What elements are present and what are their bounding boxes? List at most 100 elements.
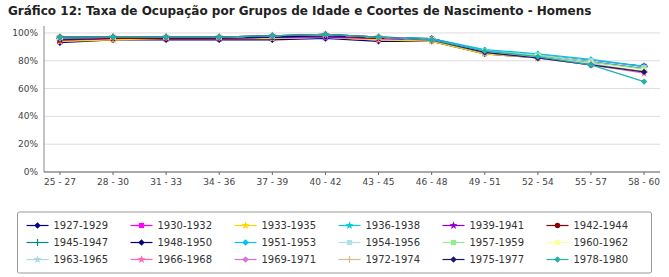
point [163,34,169,40]
legend-item: 1951-1953 [235,237,317,248]
legend-label: 1966-1968 [158,254,213,265]
line [60,36,644,67]
y-tick-label: 100% [12,28,38,38]
x-tick [590,172,591,175]
legend-marker [138,239,144,245]
line [60,34,644,81]
line [60,37,644,68]
point [375,34,381,40]
legend-item: 1966-1968 [131,254,213,265]
legend-item: 1933-1935 [235,220,317,231]
series [57,35,648,71]
point [641,69,647,75]
point [322,31,328,37]
grid-line [44,116,660,117]
legend-marker [451,240,456,245]
legend-label: 1936-1938 [366,220,421,231]
point [322,31,328,37]
grid-line [44,144,660,145]
x-tick-label: 49 - 51 [469,177,501,187]
point [322,31,328,37]
point [163,34,170,41]
legend-marker [242,256,248,262]
y-tick-label: 40% [18,111,38,121]
line [60,37,644,66]
x-tick-label: 34 - 36 [203,177,235,187]
legend-label: 1927-1929 [54,220,109,231]
legend-label: 1963-1965 [54,254,109,265]
point [57,34,63,40]
series [56,33,648,71]
point [587,61,594,68]
y-tick-label: 20% [18,139,38,149]
line [60,34,644,72]
point [57,34,63,40]
point [428,37,434,43]
legend-label: 1948-1950 [158,237,213,248]
series [56,32,647,70]
point [216,34,222,40]
legend-label: 1978-1980 [574,254,629,265]
legend-marker [346,221,354,229]
line [60,34,644,73]
x-tick [378,172,379,175]
legend-item: 1975-1977 [443,254,525,265]
x-tick [484,172,485,175]
point [428,36,435,43]
grid-line [44,88,660,89]
series [57,35,646,69]
x-tick [644,172,645,175]
legend-marker [450,256,456,262]
legend-marker [242,239,248,245]
point [640,69,648,77]
legend-label: 1945-1947 [54,237,109,248]
point [57,34,63,40]
point [216,34,223,41]
point [428,36,435,43]
legend-item: 1969-1971 [235,254,317,265]
legend-frame [18,212,652,273]
point [269,33,275,39]
legend-marker [555,240,560,245]
point [216,34,222,40]
x-tick-label: 40 - 42 [310,177,342,187]
legend-marker [346,256,353,263]
x-tick-label: 31 - 33 [150,177,182,187]
point [269,32,276,39]
point [375,34,381,40]
point [163,34,169,40]
x-tick [166,172,167,175]
legend-marker [34,239,41,246]
y-tick-label: 60% [18,84,38,94]
legend-item: 1954-1956 [339,237,421,248]
legend-marker [242,221,250,229]
y-tick-label: 0% [24,167,39,177]
point [322,31,329,38]
x-tick-label: 58 - 60 [628,177,660,187]
point [109,34,116,41]
line [60,39,644,68]
legend-label: 1951-1953 [262,237,317,248]
point [375,34,381,40]
point [110,34,116,40]
point [216,34,222,40]
point [269,33,275,39]
legend-label: 1975-1977 [470,254,525,265]
point [588,62,594,68]
legend-item: 1960-1962 [547,237,629,248]
line [60,34,644,66]
point [375,34,381,40]
point [428,37,434,43]
line [60,36,644,68]
legend: 1927-19291930-19321933-19351936-19381939… [18,212,652,273]
point [481,48,489,56]
grid-line [44,32,660,33]
line [60,34,644,72]
title: Gráfico 12: Taxa de Ocupação por Grupos … [8,4,591,18]
x-tick-label: 25 - 27 [44,177,76,187]
x-tick-label: 43 - 45 [363,177,395,187]
point [534,54,541,61]
line [60,34,644,70]
line [60,36,644,67]
series [57,31,648,75]
